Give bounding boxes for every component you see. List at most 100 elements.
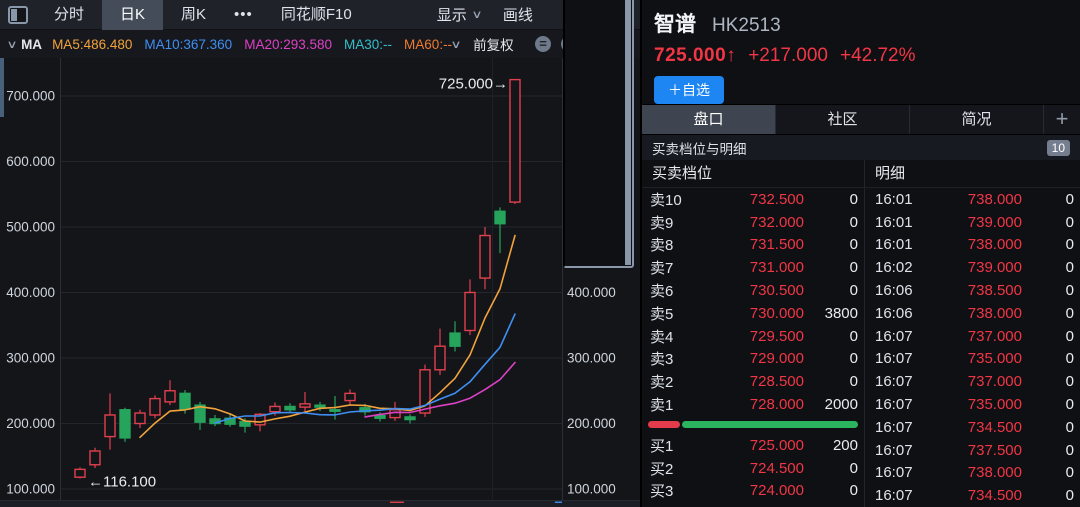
ma-values: MA5:486.480 MA10:367.360 MA20:293.580 MA30:… [52, 37, 452, 52]
trade-volume: 0 [1065, 418, 1074, 436]
level-label: 卖6 [650, 283, 674, 301]
order-book-row[interactable]: 买2 724.500 0 [642, 457, 864, 480]
level-label: 买2 [650, 460, 674, 478]
trade-detail-row[interactable]: 16:07 734.500 0 [865, 484, 1080, 507]
candle-body[interactable] [434, 345, 446, 371]
candle-body[interactable] [194, 404, 206, 423]
candle-body[interactable] [284, 405, 296, 411]
candle-body[interactable] [509, 78, 521, 203]
level-label: 买1 [650, 437, 674, 455]
candle-body[interactable] [359, 407, 371, 413]
candle-body[interactable] [494, 210, 506, 225]
trade-detail-row[interactable]: 16:07 737.000 0 [865, 370, 1080, 393]
candle-body[interactable] [254, 413, 266, 426]
candle-body[interactable] [89, 450, 101, 466]
tab-ths-f10[interactable]: 同花顺F10 [280, 5, 352, 23]
add-watchlist-button[interactable]: ＋自选 [654, 76, 724, 104]
order-book-row[interactable]: 卖7 731.000 0 [642, 256, 864, 279]
trade-time: 16:01 [875, 213, 913, 231]
order-book-row[interactable]: 买1 725.000 200 [642, 434, 864, 457]
candle-body[interactable] [179, 392, 191, 410]
tab-order-book[interactable]: 盘口 [642, 105, 776, 134]
trade-details-list[interactable]: 16:01 738.000 0 16:01 739.000 0 16:01 738.000 0 1… [864, 188, 1080, 507]
chevron-down-icon[interactable]: ∨ [450, 38, 462, 51]
order-book-row[interactable]: 卖10 732.500 0 [642, 188, 864, 211]
trade-volume: 0 [1065, 327, 1074, 345]
more-periods-button[interactable]: ••• [234, 5, 253, 23]
tab-profile[interactable]: 简况 [910, 105, 1044, 134]
order-book-row[interactable]: 卖2 728.500 0 [642, 370, 864, 393]
price-change: +217.000 [748, 45, 828, 66]
ma-indicator-label[interactable]: MA [21, 36, 43, 52]
trade-price: 735.000 [967, 396, 1022, 414]
trade-detail-row[interactable]: 16:02 739.000 0 [865, 256, 1080, 279]
trade-detail-row[interactable]: 16:07 735.000 0 [865, 393, 1080, 416]
candle-body[interactable] [344, 392, 356, 402]
trade-detail-row[interactable]: 16:01 738.000 0 [865, 234, 1080, 257]
trade-detail-row[interactable]: 16:07 735.000 0 [865, 348, 1080, 371]
candle-body[interactable] [449, 332, 461, 347]
trade-detail-row[interactable]: 16:01 739.000 0 [865, 211, 1080, 234]
order-book-row[interactable]: 卖4 729.500 0 [642, 325, 864, 348]
candle-body[interactable] [329, 409, 341, 412]
order-book-row[interactable]: 卖5 730.000 3800 [642, 302, 864, 325]
candle-body[interactable] [419, 369, 431, 414]
trade-detail-row[interactable]: 16:06 738.500 0 [865, 279, 1080, 302]
order-book-row[interactable]: 卖9 732.000 0 [642, 211, 864, 234]
y-axis-label-right: 300.000 [567, 351, 616, 366]
order-book-row[interactable]: 卖8 731.500 0 [642, 234, 864, 257]
trade-detail-row[interactable]: 16:01 738.000 0 [865, 188, 1080, 211]
display-menu-button[interactable]: 显示 ∨ [437, 4, 483, 25]
trade-detail-row[interactable]: 16:07 737.000 0 [865, 325, 1080, 348]
candle-body[interactable] [119, 409, 131, 439]
y-axis-label-left: 400.000 [6, 285, 55, 300]
candle-body[interactable] [404, 416, 416, 421]
candle-body[interactable] [134, 412, 146, 425]
tab-community[interactable]: 社区 [776, 105, 910, 134]
collapse-left-panel-icon[interactable] [8, 5, 28, 24]
candle-body[interactable] [104, 414, 116, 438]
trade-time: 16:07 [875, 487, 913, 505]
trade-detail-row[interactable]: 16:07 737.500 0 [865, 439, 1080, 462]
collapse-circle-icon[interactable]: = [535, 36, 551, 52]
collapse-right-panel-icon[interactable] [562, 0, 635, 268]
order-book-row[interactable]: 卖1 728.000 2000 [642, 393, 864, 416]
order-book-row[interactable]: 卖6 730.500 0 [642, 279, 864, 302]
trade-detail-row[interactable]: 16:07 734.500 0 [865, 416, 1080, 439]
trade-time: 16:07 [875, 327, 913, 345]
trade-detail-row[interactable]: 16:07 738.000 0 [865, 462, 1080, 485]
ma-value: MA60:-- [404, 36, 453, 52]
tab-weekly-k[interactable]: 周K [181, 5, 207, 23]
order-book-row[interactable]: 卖3 729.000 0 [642, 348, 864, 371]
candlestick-chart[interactable]: 100.000 100.000 200.000 200.000 300.000 300.0… [0, 0, 640, 507]
tab-minute-chart[interactable]: 分时 [54, 5, 85, 23]
next-indicator-pane-sliver[interactable]: ▔▔ ▔ [0, 500, 640, 507]
left-edge-handle[interactable] [0, 55, 4, 117]
level-label: 买3 [650, 483, 674, 501]
candle-body[interactable] [374, 414, 386, 419]
add-tab-button[interactable]: + [1055, 106, 1069, 131]
candle-body[interactable] [164, 390, 176, 403]
candle-body[interactable] [314, 404, 326, 408]
y-axis-label-left: 100.000 [6, 482, 55, 497]
candle-body[interactable] [149, 397, 161, 416]
trade-price: 738.000 [967, 236, 1022, 254]
candle-body[interactable] [299, 403, 311, 408]
trade-price: 739.000 [967, 213, 1022, 231]
candle-body[interactable] [479, 234, 491, 279]
level-label: 卖3 [650, 351, 674, 369]
candle-body[interactable] [239, 420, 251, 427]
depth-level-badge[interactable]: 10 [1046, 139, 1070, 156]
tab-daily-k[interactable]: 日K [102, 0, 164, 30]
order-book-row[interactable]: 买3 724.000 0 [642, 480, 864, 503]
candle-body[interactable] [389, 409, 401, 419]
chevron-down-icon[interactable]: ∨ [6, 38, 18, 51]
candle-body[interactable] [464, 291, 476, 332]
price-adjust-mode[interactable]: 前复权 [473, 38, 514, 53]
candle-body[interactable] [269, 405, 281, 413]
quote-pane: 智谱 HK2513 725.000↑ +217.000 +42.72% ＋自选 … [640, 0, 1080, 507]
draw-line-button[interactable]: 画线 [503, 4, 533, 25]
trade-detail-row[interactable]: 16:06 738.000 0 [865, 302, 1080, 325]
candle-body[interactable] [74, 468, 86, 478]
trade-volume: 0 [1065, 350, 1074, 368]
